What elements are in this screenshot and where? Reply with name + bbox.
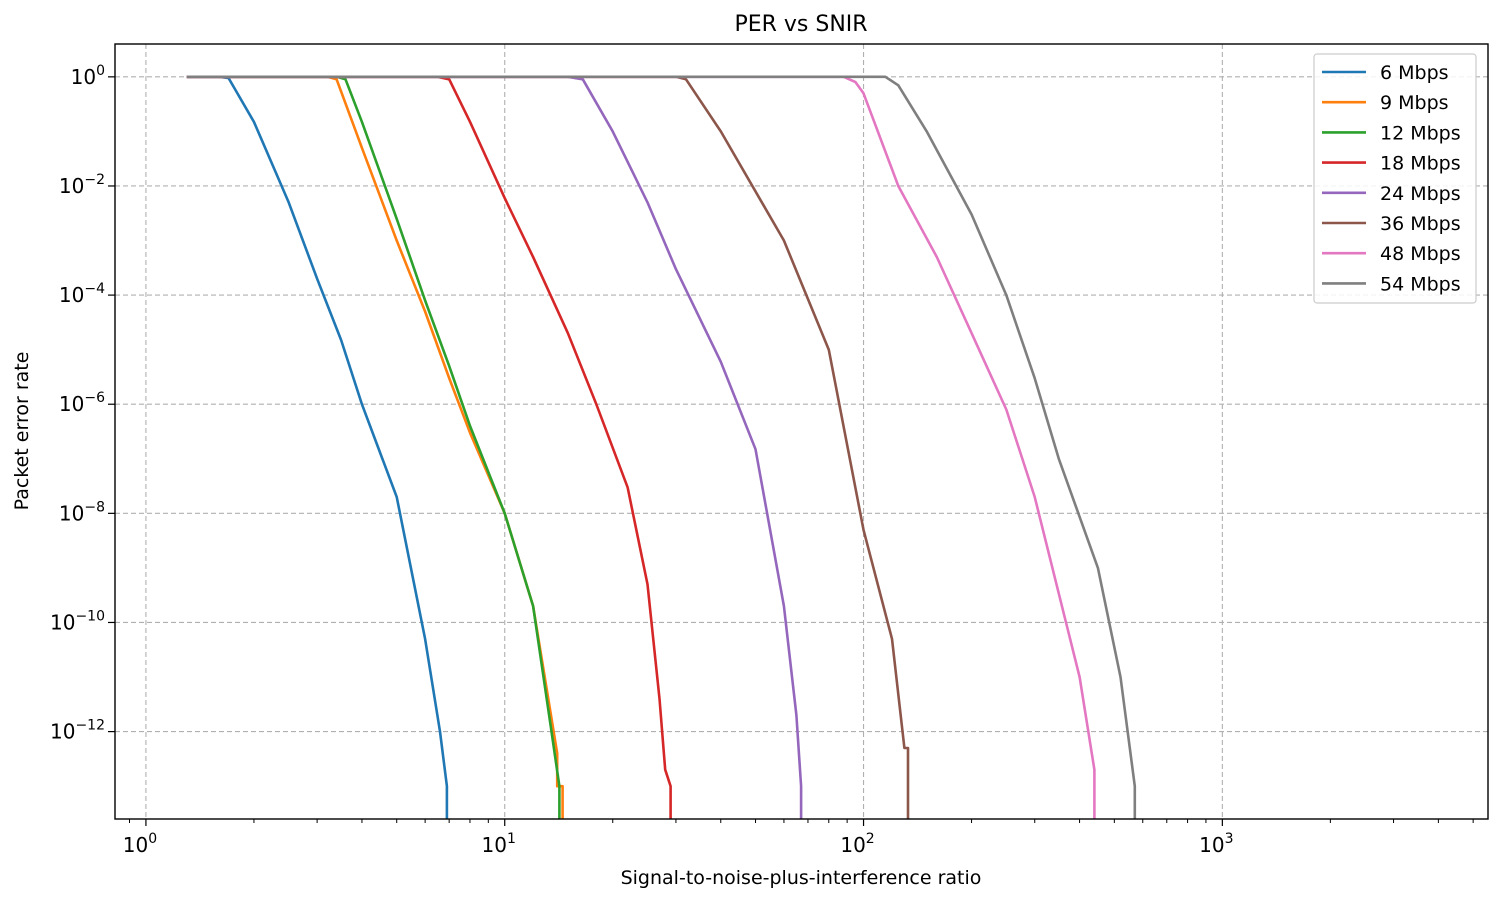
x-tick-base: 10 <box>840 833 865 857</box>
series-line-54-mbps <box>186 75 1137 819</box>
y-tick-base: 10 <box>71 65 96 89</box>
series-layer <box>186 75 1137 819</box>
series-line-12-mbps <box>186 75 561 819</box>
y-tick-label: 10−6 <box>59 390 105 416</box>
legend-label-12-mbps: 12 Mbps <box>1380 122 1461 144</box>
legend-label-6-mbps: 6 Mbps <box>1380 62 1449 84</box>
legend: 6 Mbps 9 Mbps 12 Mbps 18 Mbps 24 Mbps 36 Mbps… <box>1313 53 1477 304</box>
y-tick-base: 10 <box>59 392 84 416</box>
y-tick-exponent: −8 <box>84 499 105 515</box>
series-line-48-mbps <box>186 75 1096 819</box>
legend-label-18-mbps: 18 Mbps <box>1380 153 1461 175</box>
plot-area <box>114 43 1489 820</box>
y-tick-base: 10 <box>59 283 84 307</box>
legend-label-36-mbps: 36 Mbps <box>1380 213 1461 235</box>
series-line-36-mbps <box>186 75 910 819</box>
legend-frame <box>1313 53 1477 304</box>
legend-label-54-mbps: 54 Mbps <box>1380 273 1461 295</box>
y-tick-exponent: −4 <box>84 281 105 297</box>
x-tick-exponent: 1 <box>507 831 516 847</box>
x-tick-exponent: 2 <box>866 831 875 847</box>
legend-items: 6 Mbps 9 Mbps 12 Mbps 18 Mbps 24 Mbps 36 Mbps… <box>1322 62 1461 295</box>
x-axis-title: Signal-to-noise-plus-interference ratio <box>621 867 982 889</box>
y-tick-base: 10 <box>50 720 75 744</box>
y-axis-title: Packet error rate <box>11 352 33 511</box>
x-tick-exponent: 3 <box>1225 831 1234 847</box>
series-line-18-mbps <box>186 75 672 819</box>
legend-label-9-mbps: 9 Mbps <box>1380 92 1449 114</box>
y-tick-exponent: −10 <box>75 608 105 624</box>
series-line-24-mbps <box>186 75 803 819</box>
x-tick-exponent: 0 <box>148 831 157 847</box>
x-tick-label: 102 <box>840 831 874 857</box>
legend-label-24-mbps: 24 Mbps <box>1380 183 1461 205</box>
x-tick-base: 10 <box>123 833 148 857</box>
y-tick-exponent: −12 <box>75 718 105 734</box>
y-tick-base: 10 <box>59 501 84 525</box>
grid-layer <box>115 44 1488 819</box>
series-line-9-mbps <box>186 75 564 819</box>
x-tick-base: 10 <box>1199 833 1224 857</box>
y-tick-label: 100 <box>71 63 105 89</box>
y-tick-exponent: −2 <box>84 172 105 188</box>
x-tick-label: 103 <box>1199 831 1233 857</box>
x-axis: 100 101 102 103 <box>123 819 1474 857</box>
plot-frame <box>114 43 1489 820</box>
x-tick-label: 100 <box>123 831 157 857</box>
y-tick-exponent: −6 <box>84 390 105 406</box>
y-tick-label: 10−8 <box>59 499 105 525</box>
chart-title: PER vs SNIR <box>734 12 867 37</box>
legend-label-48-mbps: 48 Mbps <box>1380 243 1461 265</box>
y-tick-label: 10−2 <box>59 172 105 198</box>
y-tick-label: 10−4 <box>59 281 105 307</box>
y-tick-label: 10−10 <box>50 608 105 634</box>
y-tick-label: 10−12 <box>50 718 105 744</box>
x-tick-base: 10 <box>482 833 507 857</box>
y-tick-base: 10 <box>50 610 75 634</box>
y-tick-base: 10 <box>59 174 84 198</box>
x-tick-label: 101 <box>482 831 516 857</box>
y-tick-exponent: 0 <box>96 63 105 79</box>
